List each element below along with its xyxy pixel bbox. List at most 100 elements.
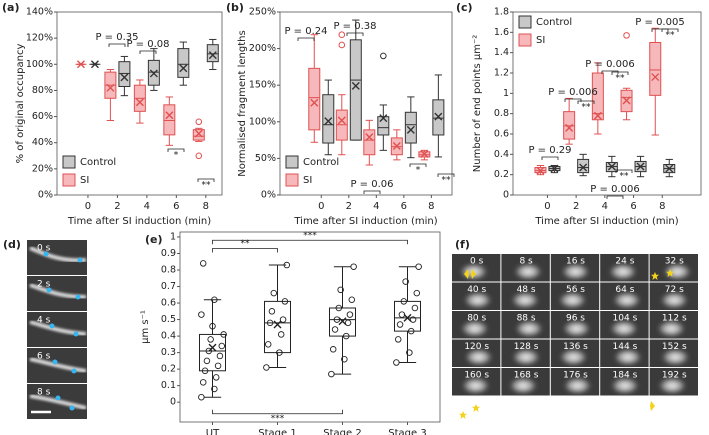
- box: [563, 111, 576, 140]
- organelle: [462, 291, 493, 310]
- panel-letter: (b): [226, 1, 244, 14]
- bracket: [108, 43, 126, 47]
- panel-letter: (f): [455, 238, 470, 251]
- annotation: P = 0.005: [635, 17, 684, 28]
- bracket: [139, 50, 157, 54]
- time-label: 6 s: [37, 352, 51, 362]
- y-tick-label: 0.3: [161, 347, 176, 358]
- box: [649, 42, 662, 96]
- legend-swatch: [285, 173, 299, 187]
- marker-star: [666, 269, 674, 277]
- y-tick-label: 250%: [249, 7, 276, 18]
- legend-label: SI: [536, 35, 545, 46]
- plot-frame: [279, 11, 453, 196]
- time-label: 8 s: [519, 257, 533, 267]
- mean-marker: [194, 129, 203, 138]
- y-tick-label: 1.8: [494, 7, 509, 18]
- x-tick-label: Stage 2: [323, 428, 361, 435]
- data-point: [331, 326, 339, 333]
- data-point: [263, 364, 270, 371]
- data-point: [413, 289, 421, 297]
- panel-letter: (a): [2, 1, 19, 14]
- organelle: [508, 376, 539, 395]
- data-point: [198, 393, 205, 401]
- end-point: [71, 368, 77, 374]
- data-point: [350, 263, 357, 270]
- y-tick-label: 150%: [249, 80, 276, 91]
- mean-marker: [106, 83, 115, 92]
- legend-label: SI: [80, 175, 89, 186]
- time-label: 64 s: [615, 285, 634, 295]
- data-point: [394, 336, 402, 343]
- bracket: [541, 156, 559, 160]
- time-label: 16 s: [566, 257, 585, 267]
- y-tick-label: 1: [503, 88, 509, 99]
- x-tick-label: 0: [318, 201, 324, 212]
- organelle: [513, 262, 544, 281]
- x-tick-label: 2: [573, 201, 579, 212]
- x-tick-label: 6: [630, 201, 636, 212]
- mean-marker: [550, 164, 559, 173]
- mean-marker: [324, 117, 333, 126]
- time-label: 136 s: [563, 342, 588, 352]
- x-tick-label: Stage 1: [258, 428, 296, 435]
- box: [199, 333, 226, 372]
- annotation: ***: [271, 414, 285, 424]
- mean-marker: [420, 150, 429, 159]
- organelle: [609, 376, 640, 395]
- outlier: [338, 41, 346, 49]
- marker-star: [651, 272, 659, 280]
- time-label: 128 s: [514, 342, 539, 352]
- y-tick-label: 0.2: [161, 364, 176, 375]
- annotation: P = 0.24: [284, 26, 327, 37]
- bracket: [651, 28, 669, 32]
- organelle: [460, 376, 491, 395]
- outlier: [380, 52, 387, 60]
- time-label: 2 s: [37, 280, 51, 290]
- y-tick-label: 0.2: [494, 169, 509, 180]
- filament: [29, 357, 87, 373]
- bracket: [577, 100, 595, 104]
- time-label: 104 s: [613, 314, 638, 324]
- data-point: [203, 357, 211, 365]
- mean-marker: [403, 313, 412, 322]
- y-tick-label: 0%: [38, 190, 53, 201]
- y-tick-label: 0.4: [161, 331, 176, 342]
- organelle: [560, 262, 591, 281]
- time-label: 40 s: [467, 285, 486, 295]
- mean-marker: [565, 123, 574, 132]
- y-tick-label: 40%: [32, 137, 53, 148]
- data-point: [212, 374, 220, 381]
- mean-marker: [337, 116, 346, 125]
- organelle: [511, 348, 542, 367]
- data-point: [344, 319, 352, 327]
- box: [192, 129, 205, 141]
- mean-marker: [636, 162, 645, 171]
- organelle: [510, 291, 541, 310]
- y-axis-title: % of original occupancy: [15, 44, 26, 164]
- y-axis-title: μm s⁻¹: [140, 310, 151, 344]
- annotation: *: [174, 151, 179, 161]
- bracket: [297, 37, 315, 41]
- mean-marker: [651, 73, 660, 82]
- organelle: [459, 319, 490, 338]
- panel-letter: (c): [456, 1, 473, 14]
- time-label: 80 s: [467, 314, 486, 324]
- box: [329, 307, 356, 337]
- y-tick-label: 0: [503, 190, 509, 201]
- mean-marker: [310, 98, 319, 107]
- data-point: [411, 304, 419, 312]
- y-tick-label: 1.6: [494, 27, 509, 38]
- data-point: [198, 311, 205, 318]
- data-point: [393, 359, 400, 366]
- box: [264, 300, 291, 354]
- box: [118, 61, 131, 88]
- data-point: [346, 311, 354, 318]
- mean-marker: [120, 73, 129, 82]
- annotation: **: [241, 239, 251, 249]
- legend-swatch: [285, 155, 299, 169]
- bracket: [212, 248, 278, 253]
- bracket: [212, 239, 408, 245]
- organelle: [611, 291, 642, 310]
